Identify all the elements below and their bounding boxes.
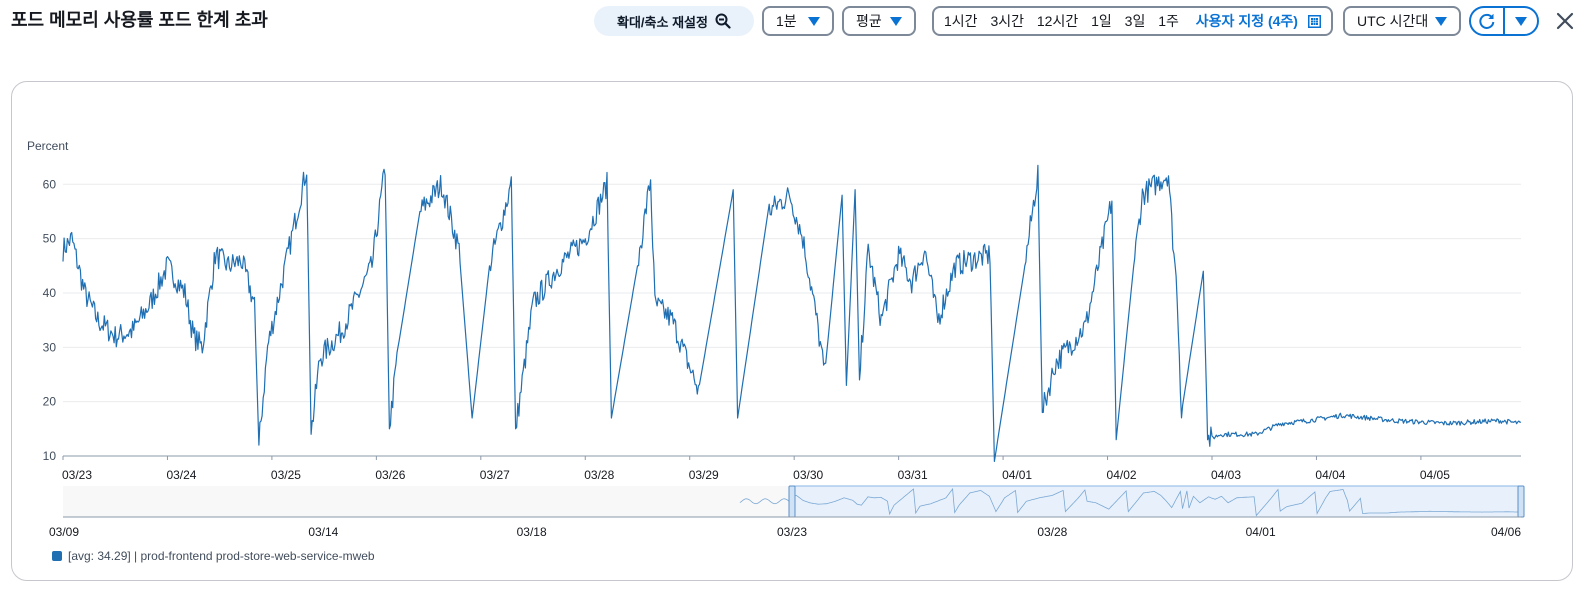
- page-title: 포드 메모리 사용률 포드 한계 초과: [11, 10, 268, 30]
- x-tick-label: 03/30: [793, 468, 823, 482]
- period-value: 1분: [776, 13, 797, 29]
- refresh-button[interactable]: [1471, 8, 1503, 34]
- y-tick-label: 10: [43, 449, 57, 463]
- time-range-3d[interactable]: 3일: [1124, 13, 1146, 29]
- timezone-value: UTC 시간대: [1357, 13, 1429, 29]
- y-tick-label: 50: [43, 232, 57, 246]
- statistic-value: 평균: [856, 13, 882, 29]
- navigator-tick-label: 03/28: [1037, 525, 1067, 539]
- legend-swatch: [52, 551, 62, 561]
- series-line-prod-frontend[interactable]: [62, 164, 1521, 462]
- time-range-1w[interactable]: 1주: [1158, 13, 1179, 29]
- x-tick-label: 03/28: [584, 468, 614, 482]
- x-tick-label: 04/02: [1107, 468, 1137, 482]
- caret-down-icon: [808, 16, 820, 26]
- caret-down-icon: [1435, 16, 1447, 26]
- chart-legend[interactable]: [avg: 34.29] | prod-frontend prod-store-…: [52, 549, 375, 563]
- caret-down-icon: [1514, 16, 1527, 26]
- legend-label: [avg: 34.29] | prod-frontend prod-store-…: [68, 549, 375, 563]
- time-range-1h[interactable]: 1시간: [944, 13, 978, 29]
- navigator-left-handle[interactable]: [788, 485, 796, 518]
- calendar-icon: [1307, 14, 1321, 28]
- navigator-selection-window[interactable]: [791, 485, 1522, 518]
- y-tick-label: 20: [43, 395, 57, 409]
- close-icon: [1556, 12, 1574, 30]
- x-tick-label: 03/24: [166, 468, 196, 482]
- x-tick-label: 03/27: [480, 468, 510, 482]
- x-tick-label: 04/04: [1315, 468, 1345, 482]
- navigator-tick-label: 04/01: [1246, 525, 1276, 539]
- refresh-split-button: [1469, 6, 1539, 36]
- x-tick-label: 04/01: [1002, 468, 1032, 482]
- timezone-select[interactable]: UTC 시간대: [1343, 6, 1461, 36]
- y-tick-label: 40: [43, 286, 57, 300]
- refresh-options-button[interactable]: [1505, 8, 1537, 34]
- period-select[interactable]: 1분: [762, 6, 834, 36]
- reset-zoom-label: 확대/축소 재설정: [617, 14, 708, 30]
- navigator-tick-label: 03/18: [517, 525, 547, 539]
- statistic-select[interactable]: 평균: [842, 6, 916, 36]
- navigator-tick-label: 03/23: [777, 525, 807, 539]
- zoom-out-icon: [715, 13, 731, 29]
- y-tick-label: 60: [43, 177, 57, 191]
- x-tick-label: 03/29: [689, 468, 719, 482]
- custom-range-label: 사용자 지정 (4주): [1195, 13, 1298, 29]
- time-range-1d[interactable]: 1일: [1091, 13, 1112, 29]
- time-range-custom[interactable]: 사용자 지정 (4주): [1188, 11, 1325, 31]
- x-tick-label: 03/25: [271, 468, 301, 482]
- navigator-series-line: [739, 487, 1519, 517]
- navigator-right-handle[interactable]: [1517, 485, 1525, 518]
- x-tick-label: 03/31: [898, 468, 928, 482]
- time-range-12h[interactable]: 12시간: [1036, 13, 1079, 29]
- reset-zoom-button[interactable]: 확대/축소 재설정: [594, 6, 754, 36]
- x-tick-label: 04/03: [1211, 468, 1241, 482]
- x-tick-label: 03/23: [62, 468, 92, 482]
- navigator-tick-label: 04/06: [1491, 525, 1521, 539]
- caret-down-icon: [890, 16, 902, 26]
- y-tick-label: 30: [43, 340, 57, 354]
- navigator-tick-label: 03/09: [49, 525, 79, 539]
- time-range-3h[interactable]: 3시간: [990, 13, 1024, 29]
- split-divider: [1503, 8, 1505, 34]
- time-range-selector: 1시간 3시간 12시간 1일 3일 1주 사용자 지정 (4주): [932, 6, 1333, 36]
- navigator-tick-label: 03/14: [308, 525, 338, 539]
- refresh-icon: [1479, 13, 1495, 29]
- x-tick-label: 04/05: [1420, 468, 1450, 482]
- x-tick-label: 03/26: [375, 468, 405, 482]
- close-button[interactable]: [1552, 8, 1578, 34]
- y-axis-label: Percent: [27, 139, 69, 153]
